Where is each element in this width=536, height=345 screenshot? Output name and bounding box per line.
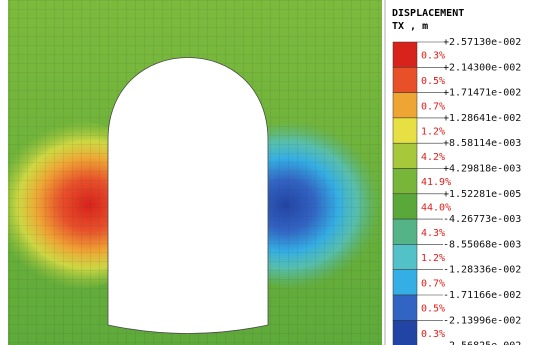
level-label: +2.57130e-002 (443, 37, 521, 48)
legend-band (393, 270, 417, 295)
band-percent: 1.2% (421, 127, 445, 138)
legend-band (393, 320, 417, 345)
band-percent: 0.7% (421, 278, 445, 289)
level-label: -1.28336e-002 (443, 265, 521, 276)
legend-band (393, 169, 417, 194)
contour-plot (0, 0, 400, 345)
level-label: -1.71166e-002 (443, 290, 521, 301)
legend-band (393, 93, 417, 118)
screen: DISPLACEMENT TX , m 0.3% 0.5% 0.7% 1.2% 4.2%… (0, 0, 536, 345)
band-percent: 0.5% (421, 304, 445, 315)
band-percent: 0.7% (421, 101, 445, 112)
legend-band (393, 194, 417, 219)
level-label: +2.14300e-002 (443, 62, 521, 73)
tunnel-opening (108, 58, 268, 334)
level-label: +1.52281e-005 (443, 189, 521, 200)
legend-subtitle: TX , m (392, 21, 428, 32)
level-label: -2.13996e-002 (443, 315, 521, 326)
level-label: -8.55068e-003 (443, 239, 521, 250)
band-percent: 1.2% (421, 253, 445, 264)
level-label: -2.56825e-002 (443, 341, 521, 345)
band-percent: 41.9% (421, 177, 451, 188)
legend-band (393, 67, 417, 92)
band-percent: 4.3% (421, 228, 445, 239)
legend-band (393, 244, 417, 269)
band-percent: 4.2% (421, 152, 445, 163)
level-label: +1.28641e-002 (443, 113, 521, 124)
band-percent: 0.5% (421, 76, 445, 87)
legend-band (393, 42, 417, 67)
level-label: -4.26773e-003 (443, 214, 521, 225)
level-label: +8.58114e-003 (443, 138, 521, 149)
legend-title: DISPLACEMENT (392, 8, 464, 19)
legend-band (393, 295, 417, 320)
legend-band (393, 143, 417, 168)
level-label: +1.71471e-002 (443, 88, 521, 99)
legend: DISPLACEMENT TX , m 0.3% 0.5% 0.7% 1.2% 4.2%… (392, 8, 521, 345)
legend-band (393, 219, 417, 244)
band-percent: 0.3% (421, 51, 445, 62)
band-percent: 44.0% (421, 202, 451, 213)
page: DISPLACEMENT TX , m 0.3% 0.5% 0.7% 1.2% 4.2%… (0, 0, 536, 345)
level-label: +4.29818e-003 (443, 164, 521, 175)
band-percent: 0.3% (421, 329, 445, 340)
legend-band (393, 118, 417, 143)
